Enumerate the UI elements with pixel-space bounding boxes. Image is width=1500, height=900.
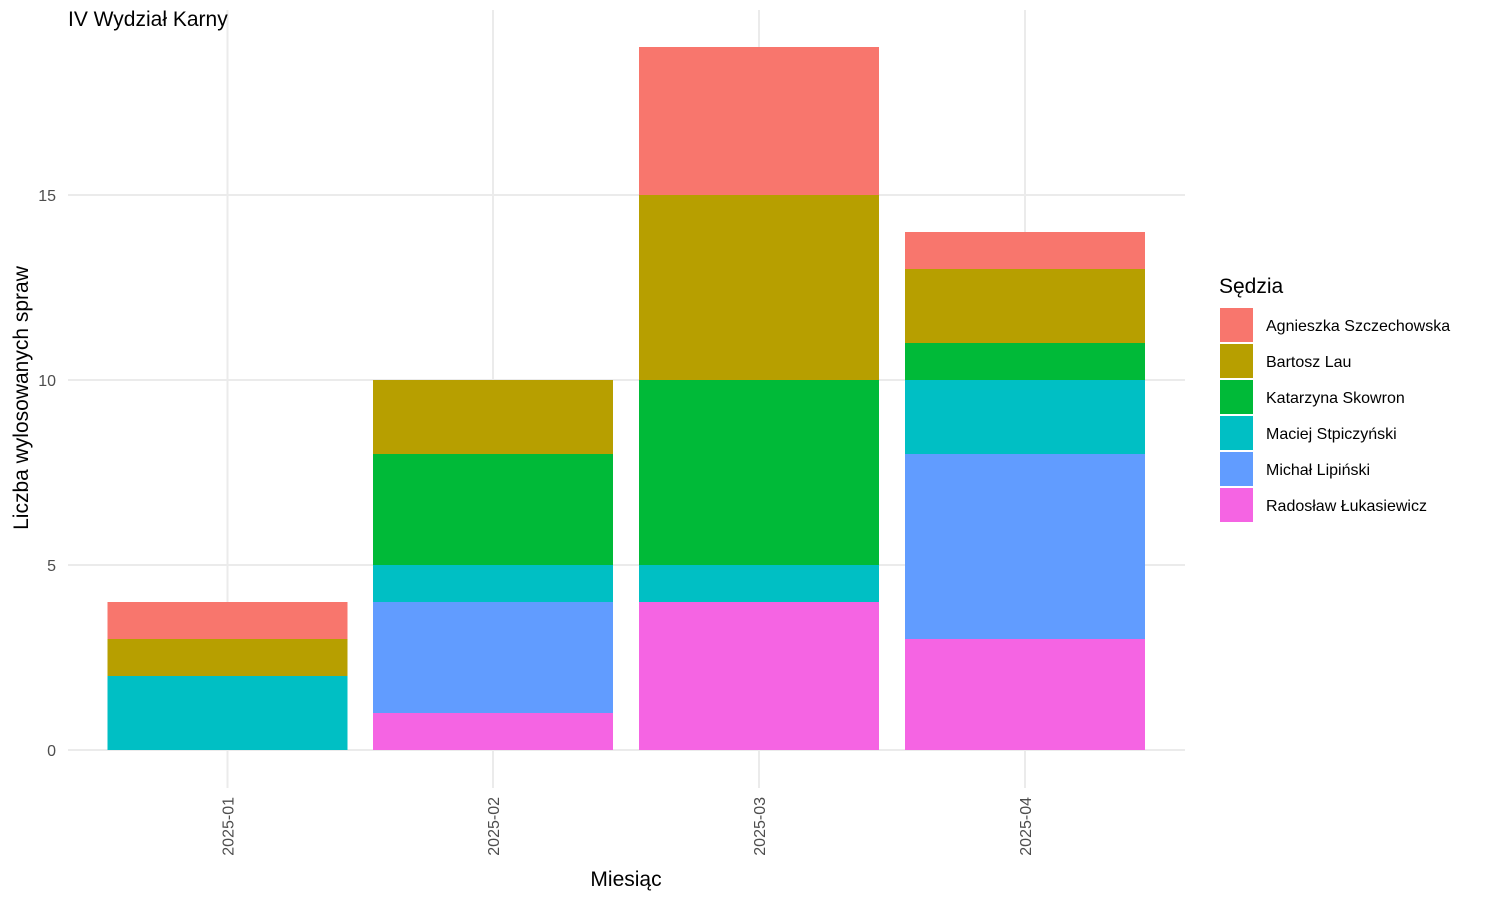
legend-swatch bbox=[1220, 344, 1253, 378]
legend-swatch bbox=[1220, 380, 1253, 414]
bar-segment bbox=[639, 602, 879, 750]
bar-segment bbox=[373, 713, 613, 750]
y-tick-label: 10 bbox=[38, 373, 56, 390]
bar-segment bbox=[107, 676, 348, 750]
bar-segment bbox=[905, 454, 1145, 639]
bar-segment bbox=[107, 602, 348, 639]
legend-label: Radosław Łukasiewicz bbox=[1266, 498, 1427, 515]
y-tick-label: 15 bbox=[38, 188, 56, 205]
x-axis-title: Miesiąc bbox=[590, 868, 661, 891]
y-axis-ticks: 0 5 10 15 bbox=[38, 188, 56, 760]
y-tick-label: 5 bbox=[47, 558, 56, 575]
legend-label: Maciej Stpiczyński bbox=[1266, 426, 1397, 443]
x-tick-label: 2025-01 bbox=[221, 797, 238, 856]
bar-segment bbox=[639, 195, 879, 380]
x-axis-ticks: 2025-01 2025-02 2025-03 2025-04 bbox=[221, 797, 1036, 856]
legend-title: Sędzia bbox=[1219, 275, 1284, 298]
chart-title: IV Wydział Karny bbox=[68, 8, 228, 31]
bar-segment bbox=[373, 602, 613, 713]
bar-segment bbox=[905, 343, 1145, 380]
bar-segment bbox=[639, 565, 879, 602]
bar-segment bbox=[905, 269, 1145, 343]
bar-segment bbox=[373, 380, 613, 454]
legend-label: Bartosz Lau bbox=[1266, 354, 1351, 371]
bar-segment bbox=[373, 565, 613, 602]
legend-label: Michał Lipiński bbox=[1266, 462, 1370, 479]
bars bbox=[107, 47, 1145, 750]
bar-segment bbox=[639, 47, 879, 195]
legend-label: Katarzyna Skowron bbox=[1266, 390, 1405, 407]
bar-segment bbox=[905, 380, 1145, 454]
x-tick-label: 2025-03 bbox=[752, 797, 769, 856]
legend-label: Agnieszka Szczechowska bbox=[1266, 318, 1450, 335]
bar-segment bbox=[107, 639, 348, 676]
legend-swatch bbox=[1220, 488, 1253, 522]
y-axis-title: Liczba wylosowanych spraw bbox=[10, 265, 33, 530]
bar-segment bbox=[639, 380, 879, 565]
x-tick-label: 2025-04 bbox=[1018, 797, 1035, 856]
bar-segment bbox=[373, 454, 613, 565]
y-tick-label: 0 bbox=[47, 743, 56, 760]
legend-swatch bbox=[1220, 308, 1253, 342]
bar-segment bbox=[905, 639, 1145, 750]
x-tick-label: 2025-02 bbox=[486, 797, 503, 856]
bar-segment bbox=[905, 232, 1145, 269]
legend-swatch bbox=[1220, 452, 1253, 486]
legend-swatch bbox=[1220, 416, 1253, 450]
legend: Sędzia Agnieszka Szczechowska Bartosz Lau… bbox=[1219, 275, 1450, 522]
